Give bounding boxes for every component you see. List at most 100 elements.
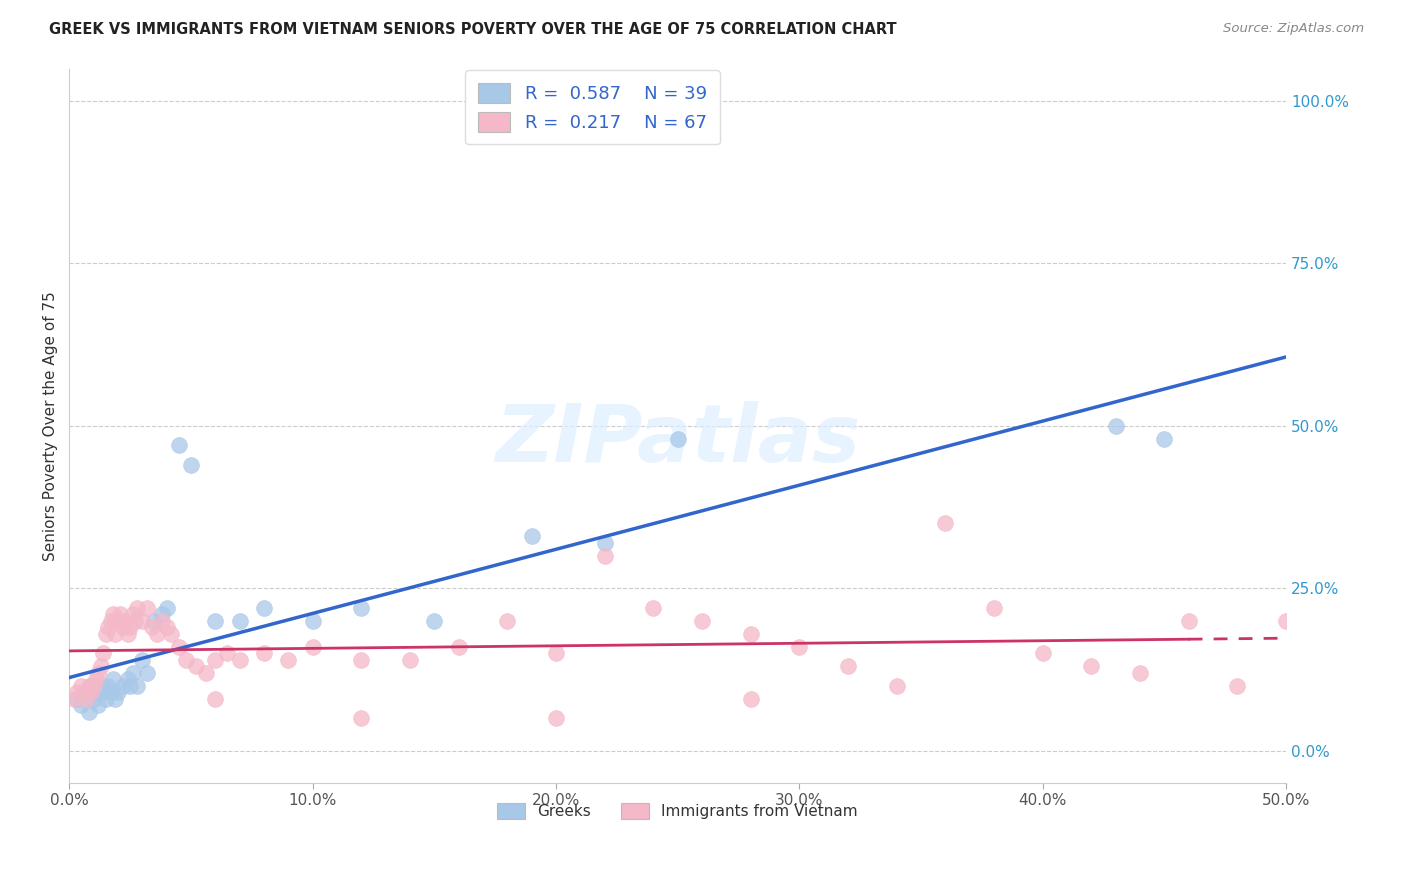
- Point: [740, 691, 762, 706]
- Point: [1129, 665, 1152, 680]
- Point: [120, 620, 142, 634]
- Point: [350, 600, 373, 615]
- Point: [520, 529, 543, 543]
- Point: [787, 640, 810, 654]
- Point: [194, 665, 217, 680]
- Point: [934, 516, 956, 531]
- Point: [136, 665, 159, 680]
- Point: [837, 659, 859, 673]
- Point: [83, 691, 105, 706]
- Point: [84, 672, 107, 686]
- Point: [111, 620, 134, 634]
- Point: [146, 626, 169, 640]
- Point: [740, 626, 762, 640]
- Point: [141, 620, 163, 634]
- Point: [77, 679, 100, 693]
- Point: [204, 614, 226, 628]
- Point: [1226, 679, 1249, 693]
- Point: [399, 652, 422, 666]
- Point: [1275, 614, 1298, 628]
- Point: [423, 614, 446, 628]
- Point: [84, 685, 107, 699]
- Point: [983, 600, 1005, 615]
- Point: [155, 620, 177, 634]
- Point: [544, 646, 567, 660]
- Point: [1153, 432, 1175, 446]
- Point: [184, 659, 207, 673]
- Point: [127, 600, 149, 615]
- Point: [80, 685, 103, 699]
- Point: [643, 600, 665, 615]
- Point: [114, 614, 136, 628]
- Point: [75, 691, 97, 706]
- Legend: Greeks, Immigrants from Vietnam: Greeks, Immigrants from Vietnam: [491, 797, 863, 825]
- Point: [228, 652, 250, 666]
- Point: [100, 614, 122, 628]
- Point: [544, 711, 567, 725]
- Point: [143, 614, 166, 628]
- Point: [117, 672, 139, 686]
- Point: [107, 685, 129, 699]
- Point: [277, 652, 299, 666]
- Point: [121, 665, 143, 680]
- Point: [666, 432, 689, 446]
- Point: [63, 691, 86, 706]
- Point: [101, 672, 124, 686]
- Point: [1104, 418, 1126, 433]
- Point: [228, 614, 250, 628]
- Point: [131, 614, 153, 628]
- Point: [155, 600, 177, 615]
- Point: [593, 549, 616, 563]
- Point: [104, 626, 127, 640]
- Point: [80, 679, 103, 693]
- Point: [110, 607, 132, 622]
- Point: [97, 679, 120, 693]
- Point: [100, 685, 122, 699]
- Point: [65, 685, 87, 699]
- Point: [150, 607, 173, 622]
- Point: [73, 685, 96, 699]
- Point: [77, 705, 100, 719]
- Point: [91, 646, 114, 660]
- Point: [447, 640, 470, 654]
- Point: [1032, 646, 1054, 660]
- Y-axis label: Seniors Poverty Over the Age of 75: Seniors Poverty Over the Age of 75: [44, 291, 58, 561]
- Point: [87, 665, 110, 680]
- Point: [350, 652, 373, 666]
- Point: [111, 679, 134, 693]
- Point: [101, 607, 124, 622]
- Point: [83, 679, 105, 693]
- Point: [886, 679, 908, 693]
- Point: [90, 659, 112, 673]
- Point: [253, 646, 276, 660]
- Point: [1080, 659, 1102, 673]
- Point: [204, 652, 226, 666]
- Point: [301, 614, 323, 628]
- Point: [94, 626, 117, 640]
- Point: [65, 691, 87, 706]
- Point: [124, 614, 146, 628]
- Text: ZIPatlas: ZIPatlas: [495, 401, 860, 479]
- Point: [131, 652, 153, 666]
- Point: [160, 626, 183, 640]
- Point: [120, 679, 142, 693]
- Point: [117, 626, 139, 640]
- Point: [167, 640, 190, 654]
- Point: [104, 691, 127, 706]
- Point: [107, 614, 129, 628]
- Point: [136, 600, 159, 615]
- Point: [690, 614, 713, 628]
- Point: [73, 685, 96, 699]
- Point: [496, 614, 519, 628]
- Point: [1177, 614, 1199, 628]
- Point: [87, 698, 110, 712]
- Point: [94, 691, 117, 706]
- Point: [301, 640, 323, 654]
- Point: [90, 679, 112, 693]
- Point: [180, 458, 202, 472]
- Text: GREEK VS IMMIGRANTS FROM VIETNAM SENIORS POVERTY OVER THE AGE OF 75 CORRELATION : GREEK VS IMMIGRANTS FROM VIETNAM SENIORS…: [49, 22, 897, 37]
- Point: [121, 607, 143, 622]
- Point: [70, 679, 93, 693]
- Point: [174, 652, 197, 666]
- Point: [253, 600, 276, 615]
